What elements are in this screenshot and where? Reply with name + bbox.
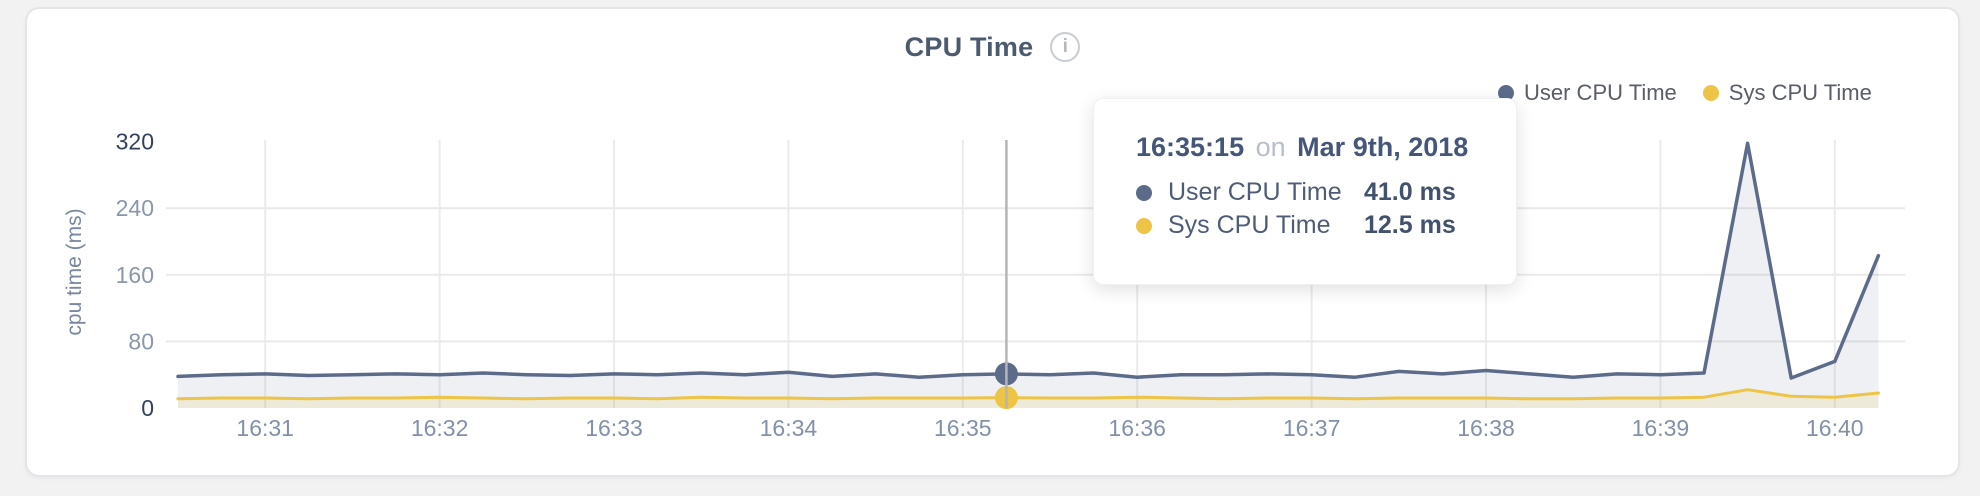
y-tick-label: 0 [141, 395, 154, 421]
tooltip-header: 16:35:15 on Mar 9th, 2018 [1136, 132, 1486, 163]
hover-tooltip: 16:35:15 on Mar 9th, 2018 User CPU Time 4… [1093, 98, 1517, 285]
info-icon[interactable]: i [1050, 32, 1081, 62]
user-cpu-time-dot-icon [1136, 184, 1152, 201]
sys-cpu-time-legend-dot-icon [1702, 85, 1719, 101]
y-tick-label: 240 [116, 195, 154, 221]
x-tick-label: 16:39 [1632, 415, 1690, 441]
y-tick-label: 160 [116, 262, 154, 288]
tooltip-series-value: 12.5 ms [1364, 211, 1456, 239]
sys-cpu-time-line [176, 388, 1880, 401]
tooltip-series-label: Sys CPU Time [1168, 211, 1331, 239]
user-cpu-time-line [176, 141, 1881, 380]
legend-label: User CPU Time [1524, 80, 1677, 105]
x-tick-label: 16:40 [1806, 415, 1864, 441]
sys-cpu-time-dot-icon [1136, 217, 1152, 234]
x-tick-label: 16:34 [760, 415, 818, 441]
x-tick-label: 16:38 [1457, 415, 1515, 441]
tooltip-rows: User CPU Time 41.0 ms Sys CPU Time 12.5 ms [1136, 176, 1486, 242]
y-tick-label: 80 [128, 328, 154, 354]
y-tick-label: 320 [116, 129, 154, 155]
x-tick-label: 16:33 [585, 415, 643, 441]
tooltip-connector: on [1255, 132, 1286, 162]
chart-header: CPU Time i [25, 30, 1960, 64]
legend-item-sys-cpu-time[interactable]: Sys CPU Time [1702, 80, 1872, 106]
user-cpu-time-area [178, 143, 1879, 409]
tooltip-row-user-cpu-time: User CPU Time 41.0 ms [1136, 176, 1486, 209]
info-icon-glyph: i [1062, 36, 1068, 57]
tooltip-row-sys-cpu-time: Sys CPU Time 12.5 ms [1136, 209, 1486, 242]
x-tick-label: 16:36 [1108, 415, 1166, 441]
x-tick-label: 16:31 [236, 415, 294, 441]
tooltip-date: Mar 9th, 2018 [1297, 132, 1469, 162]
x-tick-label: 16:35 [934, 415, 992, 441]
tooltip-time: 16:35:15 [1136, 132, 1245, 162]
user-cpu-time-legend-dot-icon [1498, 85, 1514, 101]
legend: User CPU Time Sys CPU Time [1498, 80, 1872, 106]
tooltip-series-label: User CPU Time [1168, 178, 1342, 206]
x-tick-label: 16:32 [411, 415, 469, 441]
chart-title: CPU Time [904, 31, 1034, 62]
y-axis-title: cpu time (ms) [63, 208, 86, 336]
legend-label: Sys CPU Time [1728, 80, 1872, 105]
legend-item-user-cpu-time[interactable]: User CPU Time [1498, 80, 1677, 106]
x-tick-label: 16:37 [1283, 415, 1341, 441]
tooltip-series-value: 41.0 ms [1364, 178, 1456, 206]
